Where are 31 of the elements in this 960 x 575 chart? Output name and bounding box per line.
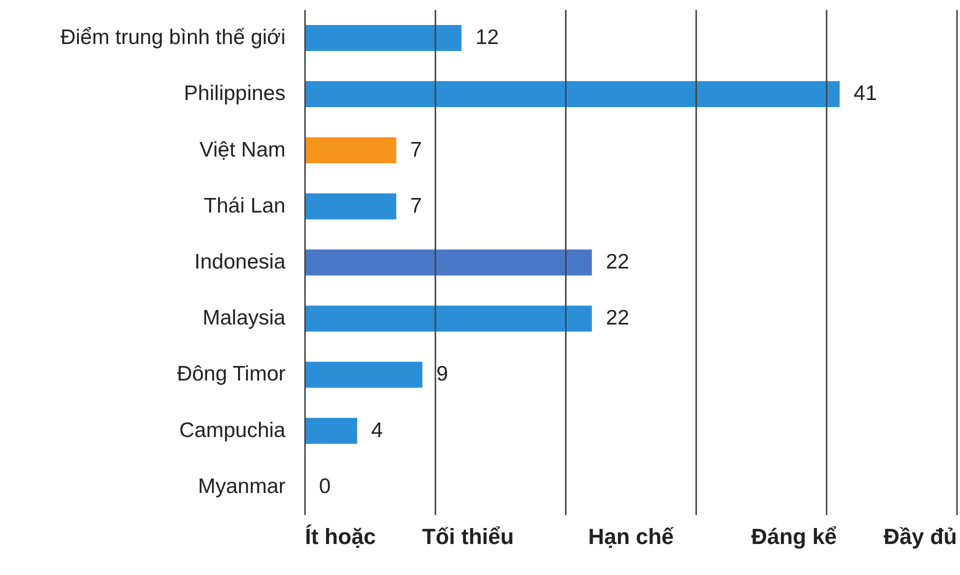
data-label: 22: [606, 250, 630, 274]
text: Hạn chế: [588, 524, 675, 549]
data-label: 4: [371, 418, 384, 442]
data-label: 7: [410, 194, 422, 218]
bar: [305, 193, 396, 220]
y-tick-label: Đông Timor: [176, 362, 286, 386]
text: Đầy đủ: [884, 524, 957, 549]
text: Tối thiểu: [422, 524, 514, 549]
y-tick-label: Indonesia: [194, 250, 286, 274]
bar: [305, 306, 592, 332]
y-tick-label: Philippines: [184, 82, 286, 106]
bar: [305, 25, 462, 52]
bar: [305, 81, 840, 108]
y-tick-label: Thái Lan: [204, 194, 286, 218]
bar: [305, 362, 422, 388]
data-label: 12: [475, 26, 499, 50]
data-label: 0: [319, 474, 331, 498]
y-tick-label: Myanmar: [198, 474, 286, 498]
y-tick-label: Campuchia: [179, 418, 286, 442]
y-tick-label: Việt Nam: [200, 138, 286, 162]
text: Ít hoặc: [305, 524, 376, 549]
y-tick-label: Malaysia: [202, 306, 286, 330]
data-label: 41: [854, 82, 877, 106]
bar: [305, 418, 358, 444]
text: Đáng kể: [751, 524, 837, 549]
bar: [305, 250, 592, 276]
bar: [305, 137, 396, 164]
y-tick-label: Điểm trung bình thế giới: [60, 26, 286, 50]
data-label: 9: [436, 362, 448, 386]
data-label: 7: [410, 138, 422, 162]
data-label: 22: [606, 306, 630, 330]
